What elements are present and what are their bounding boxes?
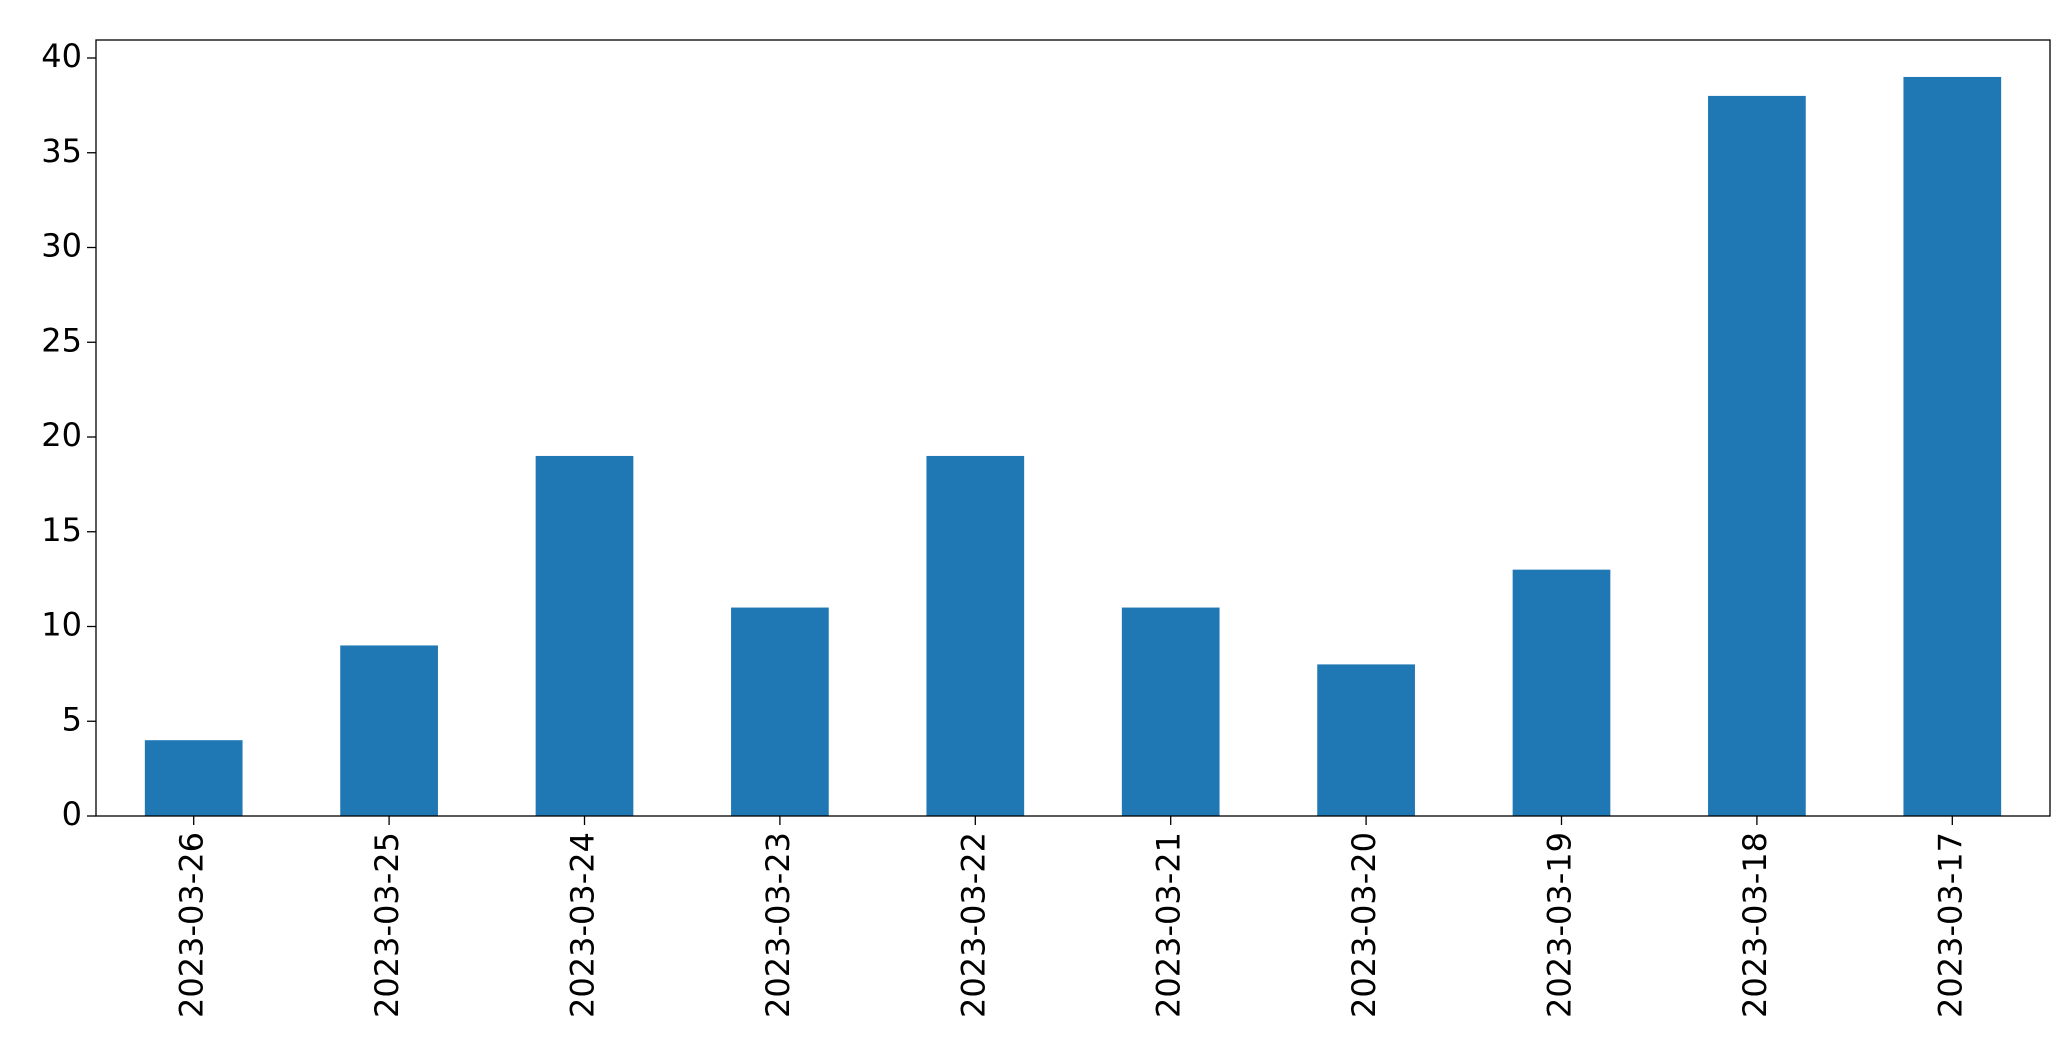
bar bbox=[926, 455, 1025, 816]
bar bbox=[144, 740, 243, 816]
y-tick-label: 35 bbox=[41, 132, 82, 170]
x-tick-label: 2023-03-25 bbox=[368, 832, 406, 1018]
y-tick-label: 25 bbox=[41, 321, 82, 359]
plot-frame bbox=[95, 39, 2051, 817]
x-tick-label: 2023-03-24 bbox=[564, 832, 602, 1018]
y-tick-label: 20 bbox=[41, 416, 82, 454]
y-tick-label: 10 bbox=[41, 606, 82, 644]
x-tick-label: 2023-03-23 bbox=[759, 832, 797, 1018]
bar bbox=[1903, 76, 2002, 816]
bar bbox=[1317, 664, 1415, 816]
bar bbox=[1512, 569, 1611, 816]
y-tick-label: 0 bbox=[62, 795, 82, 833]
x-tick-label: 2023-03-17 bbox=[1931, 832, 1969, 1018]
bar bbox=[1121, 607, 1220, 816]
bar bbox=[1708, 95, 1806, 816]
x-tick-label: 2023-03-22 bbox=[954, 832, 992, 1018]
x-tick-label: 2023-03-20 bbox=[1345, 832, 1383, 1018]
bar bbox=[535, 455, 634, 816]
x-tick-label: 2023-03-26 bbox=[173, 832, 211, 1018]
x-tick-label: 2023-03-18 bbox=[1736, 832, 1774, 1018]
y-tick-label: 5 bbox=[62, 700, 82, 738]
bar bbox=[340, 645, 438, 816]
y-tick-label: 15 bbox=[41, 511, 82, 549]
y-tick-label: 40 bbox=[41, 37, 82, 75]
x-tick-label: 2023-03-19 bbox=[1541, 832, 1579, 1018]
x-tick-label: 2023-03-21 bbox=[1150, 832, 1188, 1018]
bar bbox=[731, 607, 829, 816]
y-tick-label: 30 bbox=[41, 227, 82, 265]
